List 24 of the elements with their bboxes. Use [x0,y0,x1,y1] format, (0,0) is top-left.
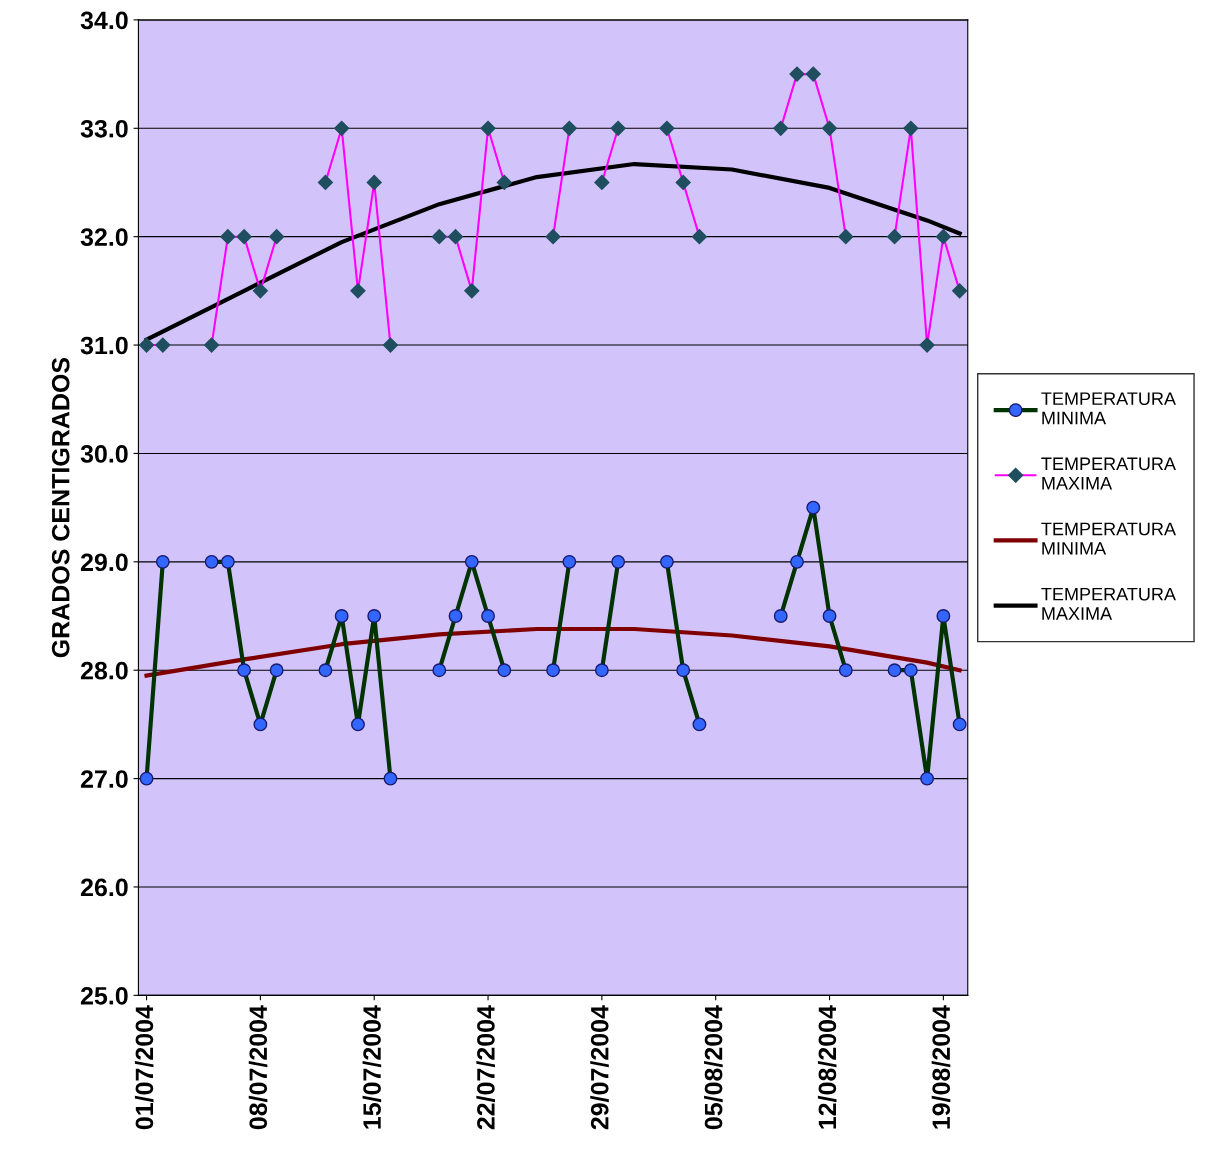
y-axis-title: GRADOS CENTIGRADOS [51,357,70,658]
y-tick-label: 25.0 [80,986,128,1005]
x-tick-label: 05/08/2004 [704,1005,723,1130]
x-tick-label: 15/07/2004 [362,1005,382,1129]
y-tick-label: 33.0 [80,119,128,138]
y-tick-label: 30.0 [80,445,128,463]
y-tick-label: 28.0 [80,661,128,680]
x-tick-label: 19/08/2004 [931,1005,951,1129]
legend-label: TEMPERATURA MAXIMA [1041,587,1176,620]
x-tick-label: 08/07/2004 [248,1005,268,1130]
y-tick-label: 27.0 [80,770,128,788]
x-tick-label: 12/08/2004 [817,1005,837,1129]
y-tick-label: 26.0 [80,878,128,897]
line-series [144,626,962,678]
legend-label: TEMPERATURA MINIMA [1041,522,1176,555]
x-tick-label: 01/07/2004 [134,1005,154,1130]
y-tick-label: 31.0 [80,336,128,355]
y-tick-label: 29.0 [80,553,128,572]
y-tick-label: 32.0 [80,228,128,247]
legend-label: TEMPERATURA MINIMA [1041,392,1176,425]
y-tick-label: 34.0 [80,11,128,30]
legend-label: TEMPERATURA MAXIMA [1041,457,1176,490]
x-tick-label: 22/07/2004 [476,1005,496,1130]
x-tick-label: 29/07/2004 [590,1005,609,1130]
